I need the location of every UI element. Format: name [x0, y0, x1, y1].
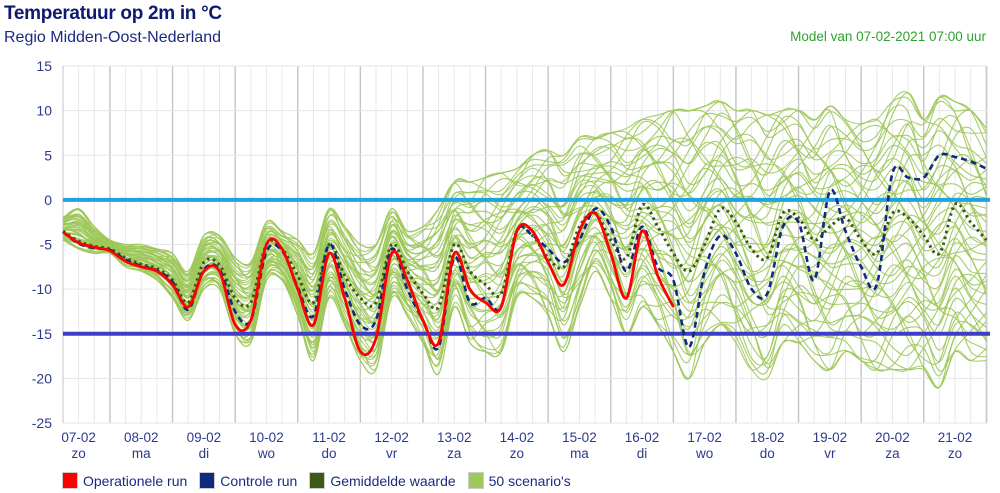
- legend-label: Controle run: [220, 472, 298, 489]
- legend-item-control: Controle run: [199, 472, 297, 489]
- x-tick-day: di: [637, 446, 648, 461]
- x-tick-day: ma: [570, 446, 589, 461]
- x-tick-date: 11-02: [312, 430, 346, 445]
- chart-title: Temperatuur op 2m in °C: [4, 3, 222, 24]
- y-tick-label: -25: [32, 415, 52, 431]
- scenario-line: [62, 108, 987, 291]
- x-tick-date: 17-02: [687, 430, 722, 445]
- scenario-line: [62, 112, 987, 295]
- legend-label: Gemiddelde waarde: [330, 472, 456, 489]
- legend-label: 50 scenario's: [488, 472, 571, 489]
- x-tick-date: 21-02: [938, 430, 973, 445]
- x-tick-date: 10-02: [249, 430, 284, 445]
- scenario-line: [62, 227, 987, 366]
- y-tick-label: 15: [36, 58, 52, 74]
- scenario-line: [62, 232, 987, 377]
- x-tick-day: zo: [510, 446, 524, 461]
- scenario-line: [62, 114, 987, 287]
- scenario-line: [62, 105, 987, 273]
- legend-item-mean: Gemiddelde waarde: [309, 472, 456, 489]
- scenario-line: [62, 91, 987, 282]
- x-tick-day: vr: [824, 446, 836, 461]
- x-tick-date: 15-02: [562, 430, 597, 445]
- x-tick-date: 19-02: [813, 430, 848, 445]
- x-tick-day: ma: [132, 446, 151, 461]
- x-tick-date: 20-02: [875, 430, 910, 445]
- x-tick-day: zo: [948, 446, 962, 461]
- y-tick-label: -15: [32, 326, 52, 342]
- scenario-line: [62, 205, 987, 339]
- x-tick-day: zo: [72, 446, 86, 461]
- x-tick-date: 12-02: [374, 430, 409, 445]
- x-tick-day: do: [322, 446, 337, 461]
- chart-subtitle: Regio Midden-Oost-Nederland: [4, 29, 221, 46]
- legend-item-scenarios: 50 scenario's: [467, 472, 571, 489]
- mean-line: [62, 201, 988, 311]
- x-tick-date: 13-02: [437, 430, 472, 445]
- scenario-line: [62, 100, 987, 277]
- legend-swatch: [467, 472, 484, 489]
- legend-label: Operationele run: [83, 472, 188, 489]
- scenario-line: [62, 96, 987, 277]
- scenario-line: [62, 209, 987, 330]
- x-tick-date: 18-02: [750, 430, 785, 445]
- x-tick-date: 16-02: [625, 430, 660, 445]
- y-tick-label: 10: [36, 103, 52, 119]
- x-tick-date: 14-02: [500, 430, 535, 445]
- x-tick-day: di: [199, 446, 210, 461]
- x-tick-day: vr: [386, 446, 398, 461]
- control-run-line: [62, 152, 987, 351]
- y-tick-label: -20: [32, 370, 52, 386]
- x-tick-day: za: [885, 446, 900, 461]
- x-tick-day: do: [760, 446, 775, 461]
- model-run-label: Model van 07-02-2021 07:00 uur: [790, 29, 986, 44]
- legend-swatch: [309, 472, 326, 489]
- x-tick-date: 07-02: [61, 430, 96, 445]
- legend-swatch: [62, 472, 78, 489]
- y-tick-label: 5: [44, 147, 52, 163]
- x-tick-date: 09-02: [187, 430, 222, 445]
- operational-run-line: [62, 211, 675, 357]
- x-tick-date: 08-02: [124, 430, 159, 445]
- scenario-line: [62, 140, 987, 299]
- x-tick-day: wo: [257, 446, 275, 461]
- y-tick-label: -10: [32, 281, 52, 297]
- x-tick-day: za: [447, 446, 462, 461]
- legend: Operationele run Controle run Gemiddelde…: [62, 472, 571, 489]
- legend-swatch: [199, 472, 216, 489]
- legend-item-operational: Operationele run: [62, 472, 187, 489]
- scenario-line: [62, 141, 987, 301]
- scenario-line: [62, 167, 987, 324]
- x-tick-day: wo: [695, 446, 713, 461]
- y-tick-label: 0: [44, 192, 52, 208]
- y-tick-label: -5: [40, 237, 53, 253]
